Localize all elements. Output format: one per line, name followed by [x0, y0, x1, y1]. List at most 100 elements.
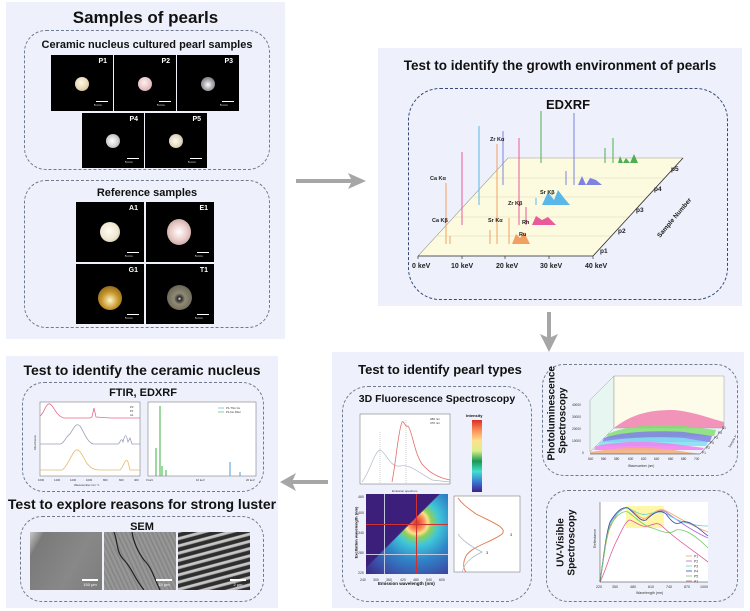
svg-text:30000: 30000: [572, 415, 581, 419]
spectrum-p3: [478, 126, 570, 205]
photo-label: P2: [161, 58, 170, 65]
photo-label: G1: [128, 267, 138, 274]
uv-xlabel: Wavelength (nm): [636, 591, 663, 595]
svg-text:10000: 10000: [572, 439, 581, 443]
svg-text:P1: P1: [702, 451, 706, 455]
legend-item: P2: [130, 405, 134, 409]
excitation-line-280: [457, 533, 483, 573]
x-tick: 20 keV: [496, 263, 519, 270]
scale-bar: 2 μm: [230, 579, 246, 587]
scale-bar: 5 mm: [125, 158, 139, 164]
cultured-samples-group: Ceramic nucleus cultured pearl samples: [24, 30, 270, 170]
spectrum-p1: [445, 144, 530, 244]
svg-text:240: 240: [360, 578, 366, 582]
svg-text:600: 600: [439, 578, 445, 582]
x-tick: 10 keV: [451, 263, 474, 270]
pl-surface-e1: [614, 410, 724, 428]
pl-surface-p1: [590, 447, 700, 454]
svg-text:A1: A1: [694, 580, 698, 584]
svg-text:700: 700: [694, 457, 700, 461]
ftir-edxrf-box: FTIR, EDXRF: [22, 382, 264, 492]
svg-text:600: 600: [119, 478, 124, 482]
pearl-image: [201, 77, 215, 91]
peak-label: Zr Kβ: [508, 201, 523, 207]
edxrf-3d-chart: 0 keV 10 keV 20 keV 30 keV 40 keV p1 p2 …: [412, 111, 694, 270]
depth-tick: p2: [618, 228, 626, 235]
reference-samples-title: Reference samples: [96, 187, 198, 199]
scale-bar: 10 μm: [156, 579, 172, 587]
ceramic-panel-title: Test to identify the ceramic nucleus: [23, 362, 261, 378]
peak-label: Ca Kα: [430, 176, 447, 182]
right-arrow-icon: [296, 173, 366, 189]
photo-label: P4: [129, 116, 138, 123]
svg-text:400: 400: [134, 478, 139, 482]
svg-text:660: 660: [668, 457, 674, 461]
svg-text:480: 480: [630, 585, 636, 589]
uv-line-p5: [599, 511, 709, 583]
svg-text:610: 610: [648, 585, 654, 589]
spectrum-p4: [502, 113, 602, 185]
scale-bar: 150 μm: [82, 579, 98, 587]
svg-text:40000: 40000: [572, 403, 581, 407]
pearl-photo-t1: T1 5 mm: [146, 264, 214, 324]
scale-bar: 5 mm: [188, 158, 202, 164]
depth-tick: p1: [600, 248, 608, 255]
svg-text:20000: 20000: [572, 427, 581, 431]
legend-item: P1: [130, 409, 134, 413]
svg-text:280: 280: [358, 551, 364, 555]
legend-item: P1-Thin Cu: [226, 406, 241, 410]
svg-text:0 keV: 0 keV: [146, 478, 153, 482]
svg-text:640: 640: [654, 457, 660, 461]
svg-text:680: 680: [681, 457, 687, 461]
pearl-photo-p2: P2 5 mm: [114, 55, 176, 111]
svg-text:480: 480: [413, 578, 419, 582]
pearl-image: [75, 77, 89, 91]
ftir-line-p1: [40, 424, 140, 445]
legend-item: 280 nm: [430, 417, 441, 421]
map-xlabel: Emission wavelength (nm): [378, 581, 435, 586]
svg-text:540: 540: [426, 578, 432, 582]
photo-label: E1: [199, 205, 208, 212]
fluorescence-title: 3D Fluorescence Spectroscopy: [358, 393, 516, 405]
uv-line-p1: [599, 507, 709, 583]
x-tick: 40 keV: [585, 263, 608, 270]
ftir-xlabel: Wavenumber (cm⁻¹): [74, 483, 99, 486]
ftir-line-a1: [40, 449, 140, 471]
svg-text:300: 300: [373, 578, 379, 582]
svg-text:1400: 1400: [54, 478, 61, 482]
ceramic-edxrf-chart: P1-Thin Cu P1-No Filter 0 keV 10 keV 20 …: [146, 401, 257, 482]
svg-text:420: 420: [400, 578, 406, 582]
emission-line-280: [361, 449, 451, 483]
svg-text:400: 400: [358, 511, 364, 515]
intensity-colorbar: [472, 420, 482, 492]
excitation-line-370: [457, 497, 504, 573]
svg-text:P1: P1: [694, 555, 698, 559]
pearl-photo-p1: P1 5 mm: [51, 55, 113, 111]
peak-label: Ru: [519, 232, 526, 238]
svg-text:P5: P5: [710, 441, 714, 445]
pearl-photo-a1: A1 5 mm: [76, 202, 144, 262]
legend-item: 370 nm: [430, 421, 441, 425]
depth-tick: p4: [654, 186, 662, 193]
left-arrow-icon: [280, 473, 328, 491]
pearl-image: [100, 222, 120, 242]
svg-text:E1: E1: [722, 426, 726, 430]
svg-text:0: 0: [582, 451, 584, 455]
uv-line-a1: [599, 519, 709, 583]
uv-ylabel: Reflectance: [593, 529, 597, 548]
svg-text:Sample Number: Sample Number: [727, 426, 736, 449]
scale-bar: 5 mm: [125, 314, 139, 320]
peak-label: Sr Kβ: [540, 190, 555, 196]
photo-label: A1: [129, 205, 138, 212]
uv-legend: P1 P2 P3 P4 P5 A1: [686, 555, 698, 584]
photoluminescence-box: [542, 364, 738, 476]
uv-visible-chart: 220 350 480 610 740 870 1000 Wavelength …: [593, 502, 709, 595]
photo-label: P5: [192, 116, 201, 123]
ftir-edxrf-title: FTIR, EDXRF: [109, 387, 177, 399]
depth-axis-label: Sample Number: [656, 197, 693, 240]
svg-text:P2: P2: [694, 560, 698, 564]
pearl-image: [98, 286, 122, 310]
sem-image-2: 10 μm: [104, 532, 176, 590]
svg-text:10 keV: 10 keV: [196, 478, 205, 482]
svg-text:560: 560: [601, 457, 607, 461]
